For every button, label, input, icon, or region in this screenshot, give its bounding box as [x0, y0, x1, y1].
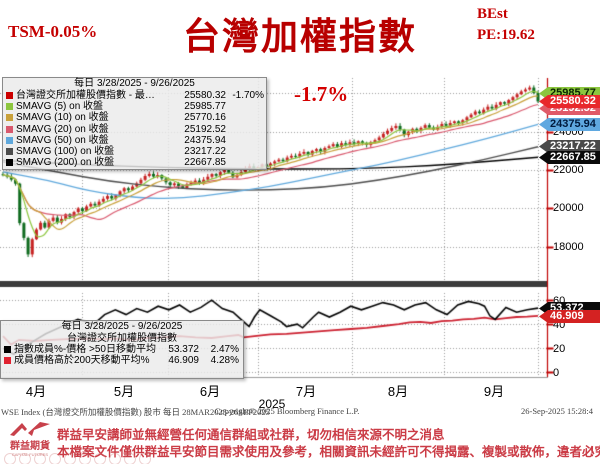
- watermark-circle: [79, 453, 91, 464]
- logo-subtitle: CAPITAL FUTURES: [11, 452, 49, 457]
- watermark-circle: [19, 453, 31, 464]
- series-label: SMAVG (50) on 收盤: [16, 134, 109, 146]
- series-label: SMAVG (20) on 收盤: [16, 123, 109, 135]
- footer-index-info: WSE Index (台灣證交所加權股價指數) 股市 每日 28MAR2025-…: [1, 407, 270, 417]
- disclaimer-line2: 本檔案文件僅供群益早安節目需求使用及參考，相關資訊未經許可不得揭露、複製或散佈，…: [57, 445, 600, 459]
- y-tick-low-40: 40: [553, 319, 566, 331]
- legend-row-smavg200[interactable]: SMAVG (200) on 收盤 22667.85: [3, 157, 266, 168]
- y-tick-24000: 24000: [553, 126, 584, 138]
- series-swatch: [6, 147, 13, 155]
- legend-period: 每日 3/28/2025 - 9/26/2025: [61, 321, 183, 332]
- y-tick-low-60: 60: [553, 295, 566, 307]
- series-label: 台灣證交所加權股價指數 - 最…: [16, 90, 155, 101]
- series-value: 24375.94: [184, 134, 226, 146]
- legend-subtitle: 台灣證交所加權股價指數: [67, 333, 177, 344]
- series-swatch: [6, 114, 13, 122]
- badge-smavg100: 23217.22: [539, 140, 600, 153]
- change-annotation: -1.7%: [294, 82, 349, 106]
- legend-row-smavg10[interactable]: SMAVG (10) on 收盤 25770.16: [3, 112, 266, 123]
- series-label: SMAVG (100) on 收盤: [16, 145, 115, 157]
- legend-period: 每日 3/28/2025 - 9/26/2025: [74, 78, 195, 89]
- series-swatch: [6, 103, 13, 111]
- watermark-circle: [139, 453, 151, 464]
- watermark-circle: [64, 453, 76, 464]
- badge-pct-above-200dma: 46.909: [539, 310, 600, 323]
- series-label: SMAVG (200) on 收盤: [16, 157, 115, 169]
- x-label-aug: 8月: [387, 384, 409, 399]
- x-label-year: 2025: [258, 397, 286, 411]
- footer-copyright: Copyright© 2025 Bloomberg Finance L.P.: [214, 406, 360, 416]
- series-change: 2.47%: [210, 344, 239, 355]
- legend-row-smavg20[interactable]: SMAVG (20) on 收盤 25192.52: [3, 124, 266, 135]
- watermark-circle: [124, 453, 136, 464]
- watermark-circle: [109, 453, 121, 464]
- watermark-circle: [49, 453, 61, 464]
- series-label: SMAVG (10) on 收盤: [16, 112, 109, 124]
- logo-title: 群益期貨: [10, 441, 50, 452]
- page-title: 台灣加權指數: [183, 17, 417, 58]
- series-value: 25770.16: [184, 112, 226, 124]
- best-pe-line1: BEst: [477, 6, 508, 22]
- series-value: 22667.85: [184, 157, 226, 169]
- series-change: 4.28%: [210, 355, 239, 367]
- y-tick-18000: 18000: [553, 241, 584, 253]
- best-pe-line2: PE:19.62: [477, 27, 535, 43]
- legend-row-above-50dma[interactable]: 指數成員%-價格 >50日移動平均 53.372 2.47%: [1, 344, 243, 355]
- series-value: 25192.52: [184, 123, 226, 135]
- capital-futures-logo-icon: [10, 422, 50, 436]
- capital-futures-logo: 群益期貨 CAPITAL FUTURES: [6, 421, 54, 457]
- series-label: SMAVG (5) on 收盤: [16, 101, 104, 113]
- series-value: 23217.22: [184, 145, 226, 157]
- series-swatch: [6, 92, 13, 99]
- tsm-change-label: TSM-0.05%: [8, 22, 98, 41]
- legend-row-smavg50[interactable]: SMAVG (50) on 收盤 24375.94: [3, 135, 266, 146]
- badge-smavg200: 22667.85: [539, 151, 600, 164]
- legend-row-index[interactable]: 台灣證交所加權股價指數 - 最… 25580.32 -1.70%: [3, 90, 266, 101]
- y-tick-low-20: 20: [553, 343, 566, 355]
- badge-smavg50: 24375.94: [539, 118, 600, 131]
- series-value: 25580.32: [184, 90, 226, 101]
- series-value: 46.909: [168, 355, 199, 367]
- x-label-jun: 6月: [199, 384, 221, 399]
- footer-timestamp: 26-Sep-2025 15:28:4: [521, 406, 594, 416]
- series-value: 25985.77: [184, 101, 226, 113]
- series-label: 成員價格高於200天移動平均%: [14, 355, 150, 367]
- x-label-sep: 9月: [483, 384, 505, 399]
- x-label-may: 5月: [113, 384, 135, 399]
- series-swatch: [6, 159, 13, 167]
- y-tick-20000: 20000: [553, 202, 584, 214]
- lower-legend-panel[interactable]: 每日 3/28/2025 - 9/26/2025 台灣證交所加權股價指數 指數成…: [0, 320, 244, 379]
- x-label-apr: 4月: [25, 384, 47, 399]
- watermark-circle: [94, 453, 106, 464]
- watermark-circle: [4, 453, 16, 464]
- disclaimer-line2-mark: ！: [589, 441, 600, 460]
- watermark-circle: [34, 453, 46, 464]
- best-pe-label: BEst PE:19.62: [477, 4, 535, 46]
- badge-last-price: 25580.32: [539, 95, 600, 108]
- series-label: 指數成員%-價格 >50日移動平均: [14, 344, 156, 355]
- series-swatch: [6, 136, 13, 144]
- disclaimer-line1: 群益早安講師並無經營任何通信群組或社群，切勿相信來源不明之消息: [57, 428, 445, 442]
- y-tick-22000: 22000: [553, 164, 584, 176]
- legend-row-smavg5[interactable]: SMAVG (5) on 收盤 25985.77: [3, 101, 266, 112]
- series-value: 53.372: [168, 344, 199, 355]
- legend-row-above-200dma[interactable]: 成員價格高於200天移動平均% 46.909 4.28%: [1, 355, 243, 366]
- disclaimer-line1-mark: ！: [312, 428, 325, 442]
- series-swatch: [4, 357, 11, 365]
- x-label-jul: 7月: [295, 384, 317, 399]
- y-tick-low-0: 0: [553, 367, 560, 379]
- series-swatch: [6, 125, 13, 133]
- series-change: -1.70%: [232, 90, 264, 101]
- legend-row-smavg100[interactable]: SMAVG (100) on 收盤 23217.22: [3, 146, 266, 157]
- series-swatch: [4, 346, 11, 353]
- main-legend-panel[interactable]: 每日 3/28/2025 - 9/26/2025 台灣證交所加權股價指數 - 最…: [2, 77, 267, 170]
